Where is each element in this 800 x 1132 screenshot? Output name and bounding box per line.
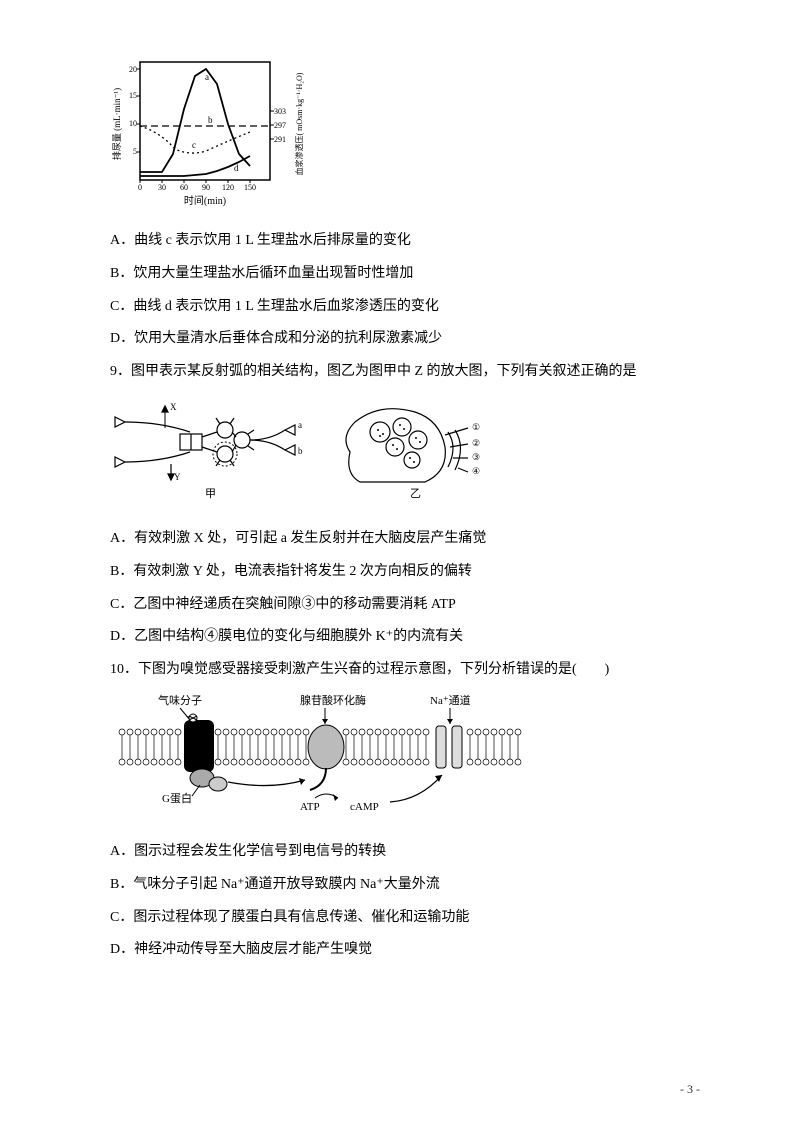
q8-option-d: D．饮用大量清水后垂体合成和分泌的抗利尿激素减少 bbox=[100, 324, 700, 355]
circ-3: ③ bbox=[472, 452, 480, 462]
label-x: X bbox=[170, 402, 177, 412]
xtick-0: 0 bbox=[138, 183, 142, 192]
q10-option-d: D．神经冲动传导至大脑皮层才能产生嗅觉 bbox=[100, 935, 700, 966]
ytick-303: 303 bbox=[274, 107, 286, 116]
y-axis-left-label: 排尿量 (mL·min⁻¹) bbox=[111, 88, 122, 160]
chart-urine-osmolarity: 20 15 10 5 303 297 291 0 30 60 90 120 15… bbox=[110, 54, 700, 214]
label-a: a bbox=[298, 420, 302, 430]
q9-option-d: D．乙图中结构④膜电位的变化与细胞膜外 K⁺的内流有关 bbox=[100, 622, 700, 653]
q10-text: 10．下图为嗅觉感受器接受刺激产生兴奋的过程示意图，下列分析错误的是( ) bbox=[100, 655, 700, 686]
enzyme-label: 腺苷酸环化酶 bbox=[300, 693, 366, 707]
q9-text: 9．图甲表示某反射弧的相关结构，图乙为图甲中 Z 的放大图，下列有关叙述正确的是 bbox=[100, 357, 700, 388]
xtick-60: 60 bbox=[180, 183, 188, 192]
atp-label: ATP bbox=[300, 801, 320, 813]
ytick-5: 5 bbox=[133, 147, 137, 156]
label-b: b bbox=[298, 446, 303, 456]
curve-c-label: c bbox=[192, 140, 196, 150]
reflex-svg: X Y a b 甲 bbox=[110, 392, 490, 512]
q8-option-c: C．曲线 d 表示饮用 1 L 生理盐水后血浆渗透压的变化 bbox=[100, 292, 700, 323]
xtick-90: 90 bbox=[202, 183, 210, 192]
ytick-15: 15 bbox=[129, 91, 137, 100]
circ-4: ④ bbox=[472, 466, 480, 476]
ytick-10: 10 bbox=[129, 119, 137, 128]
curve-d-label: d bbox=[234, 163, 239, 173]
x-axis-label: 时间(min) bbox=[184, 194, 226, 207]
membrane-diagram: 气味分子 腺苷酸环化酶 Na⁺通道 bbox=[110, 690, 700, 825]
y-axis-right-label: 血浆渗透压( mOsm·kg⁻¹·H₂O) bbox=[294, 72, 304, 175]
camp-label: cAMP bbox=[350, 801, 379, 813]
chart-svg: 20 15 10 5 303 297 291 0 30 60 90 120 15… bbox=[110, 54, 310, 214]
q9-option-c: C．乙图中神经递质在突触间隙③中的移动需要消耗 ATP bbox=[100, 590, 700, 621]
circ-1: ① bbox=[472, 422, 480, 432]
odor-label: 气味分子 bbox=[158, 693, 202, 707]
q9-option-b: B．有效刺激 Y 处，电流表指针将发生 2 次方向相反的偏转 bbox=[100, 557, 700, 588]
gprotein-label: G蛋白 bbox=[162, 791, 192, 805]
q10-option-c: C．图示过程体现了膜蛋白具有信息传递、催化和运输功能 bbox=[100, 903, 700, 934]
xtick-150: 150 bbox=[244, 183, 256, 192]
xtick-120: 120 bbox=[222, 183, 234, 192]
curve-a-label: a bbox=[205, 72, 209, 82]
membrane-svg: 气味分子 腺苷酸环化酶 Na⁺通道 bbox=[110, 690, 530, 825]
ytick-297: 297 bbox=[274, 121, 286, 130]
page-number: - 3 - bbox=[680, 1076, 700, 1102]
q9-option-a: A．有效刺激 X 处，可引起 a 发生反射并在大脑皮层产生痛觉 bbox=[100, 524, 700, 555]
q10-option-b: B．气味分子引起 Na⁺通道开放导致膜内 Na⁺大量外流 bbox=[100, 870, 700, 901]
channel-label: Na⁺通道 bbox=[430, 693, 471, 707]
label-jia: 甲 bbox=[205, 488, 216, 500]
circ-2: ② bbox=[472, 438, 480, 448]
reflex-arc-diagram: X Y a b 甲 bbox=[110, 392, 700, 512]
q10-option-a: A．图示过程会发生化学信号到电信号的转换 bbox=[100, 837, 700, 868]
q8-option-a: A．曲线 c 表示饮用 1 L 生理盐水后排尿量的变化 bbox=[100, 226, 700, 257]
xtick-30: 30 bbox=[158, 183, 166, 192]
q8-option-b: B．饮用大量生理盐水后循环血量出现暂时性增加 bbox=[100, 259, 700, 290]
curve-b-label: b bbox=[208, 115, 213, 125]
label-yi: 乙 bbox=[410, 487, 421, 500]
label-y: Y bbox=[174, 472, 181, 482]
ytick-291: 291 bbox=[274, 135, 286, 144]
ytick-20: 20 bbox=[129, 65, 137, 74]
